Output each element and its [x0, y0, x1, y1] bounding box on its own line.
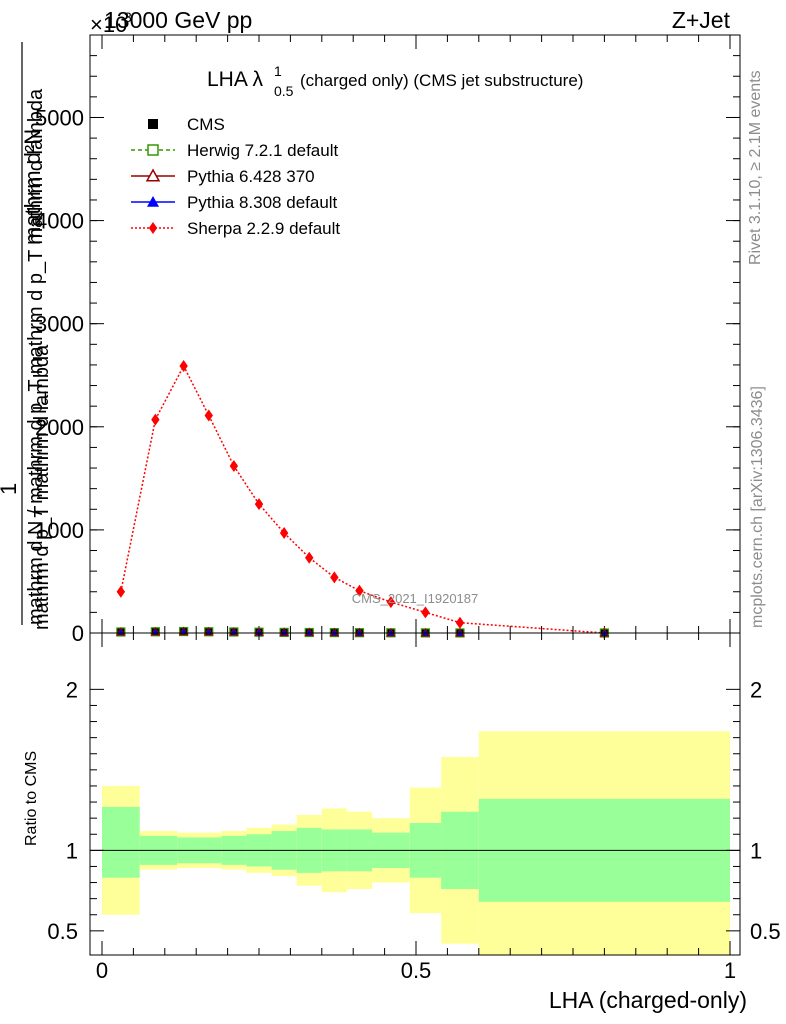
legend-label: CMS: [187, 115, 225, 134]
ratio-y-tick-label-right: 0.5: [750, 919, 781, 944]
plot-title-sub: 0.5: [274, 83, 294, 99]
pythia6-point: [354, 627, 365, 637]
exponent-label: ×10: [90, 12, 127, 37]
ratio-y-tick-label: 1: [66, 838, 78, 863]
y-axis-title-mid: mathrm d p_T mathrm d lambda: [31, 344, 53, 630]
y-tick-label: 0: [72, 621, 84, 646]
ratio-frame: [89, 632, 741, 956]
y-tick-label: 5000: [35, 105, 84, 130]
ratio-y-tick-label: 0.5: [47, 919, 78, 944]
sherpa-point: [229, 459, 239, 472]
sherpa-point: [204, 409, 213, 422]
y-tick-label: 3000: [35, 312, 84, 337]
y-tick-label: 4000: [35, 209, 84, 234]
pythia6-point: [420, 627, 431, 637]
sherpa-point: [330, 571, 339, 584]
x-axis-title: LHA (charged-only): [549, 987, 747, 1013]
legend-label: Pythia 6.428 370: [187, 167, 315, 186]
ratio-inner-band: [102, 806, 140, 878]
x-tick-label: 0.5: [401, 958, 432, 983]
y-axis-title-one: 1: [0, 483, 21, 495]
mcplots-label: mcplots.cern.ch [arXiv:1306.3436]: [749, 386, 766, 628]
pythia6-point: [229, 626, 239, 636]
y-axis-title: mathrm d²N mathrm d p_T mathrm d lambda …: [0, 42, 53, 630]
sherpa-point: [305, 551, 314, 564]
pythia6-point: [304, 627, 315, 637]
ratio-marks: 0.5 0.5 1 1 2 2 0 0.5 1: [47, 633, 781, 983]
legend-marker: [145, 168, 161, 182]
sherpa-point: [151, 413, 160, 426]
pythia6-point: [203, 626, 214, 636]
legend-marker: [147, 144, 159, 156]
plot-title-suffix: (charged only) (CMS jet substructure): [300, 71, 583, 90]
pythia6-point: [115, 626, 126, 636]
pythia8-point: [387, 629, 394, 636]
pythia6-point: [329, 627, 340, 637]
sherpa-point: [279, 526, 289, 539]
watermark: CMS_2021_I1920187: [352, 591, 479, 606]
ratio-y-axis-title: Ratio to CMS: [23, 751, 40, 846]
y-tick-label: 1000: [35, 518, 84, 543]
legend-marker: [148, 222, 158, 234]
pythia8-point: [306, 629, 313, 635]
ratio-panel: 0.5 0.5 1 1 2 2 0 0.5 1 Ratio to CMS: [23, 632, 781, 983]
pythia6-point: [386, 627, 396, 637]
sherpa-point: [386, 596, 396, 609]
pythia6-point: [178, 626, 189, 636]
process-label: Z+Jet: [672, 7, 731, 33]
sherpa-point: [116, 585, 126, 598]
plot-title-prefix: LHA λ: [207, 68, 264, 91]
rivet-label: Rivet 3.1.10, ≥ 2.1M events: [747, 70, 764, 265]
sherpa-point: [179, 359, 188, 372]
legend-label: Pythia 8.308 default: [187, 193, 338, 212]
exponent-power: 3: [124, 9, 132, 25]
plot-title-sup: 1: [274, 63, 282, 79]
sherpa-line: [120, 364, 605, 634]
x-tick-label: 0: [96, 958, 108, 983]
ratio-y-tick-label-right: 1: [750, 838, 762, 863]
legend: CMS Herwig 7.2.1 default Pythia 6.428 370 P…: [131, 115, 340, 238]
ratio-y-tick-label: 2: [66, 677, 78, 702]
sherpa-point: [355, 584, 364, 597]
legend-label: Sherpa 2.2.9 default: [187, 219, 340, 238]
y-axis-title-num: mathrm d²N: [20, 129, 45, 245]
y-axis-title-den: mathrm d N / mathrm d p_T mathrm d p_T m…: [25, 88, 47, 625]
sherpa-point: [421, 606, 430, 619]
sherpa-point: [455, 616, 465, 629]
ratio-y-tick-label-right: 2: [750, 677, 762, 702]
y-tick-label: 2000: [35, 415, 84, 440]
main-marks: 0 1000 2000 3000 4000 5000: [35, 35, 740, 646]
legend-marker: [147, 196, 159, 207]
pythia8-point: [356, 629, 363, 636]
plot-title: LHA λ 1 0.5 (charged only) (CMS jet subs…: [207, 63, 583, 99]
energy-label: 13000 GeV pp: [104, 7, 252, 33]
legend-label: Herwig 7.2.1 default: [187, 141, 338, 160]
pythia8-point: [331, 629, 338, 635]
x-tick-label: 1: [724, 958, 736, 983]
pythia6-point: [150, 626, 161, 636]
legend-marker: [148, 119, 158, 129]
pythia6-point: [279, 627, 289, 637]
sherpa-point: [254, 498, 264, 511]
